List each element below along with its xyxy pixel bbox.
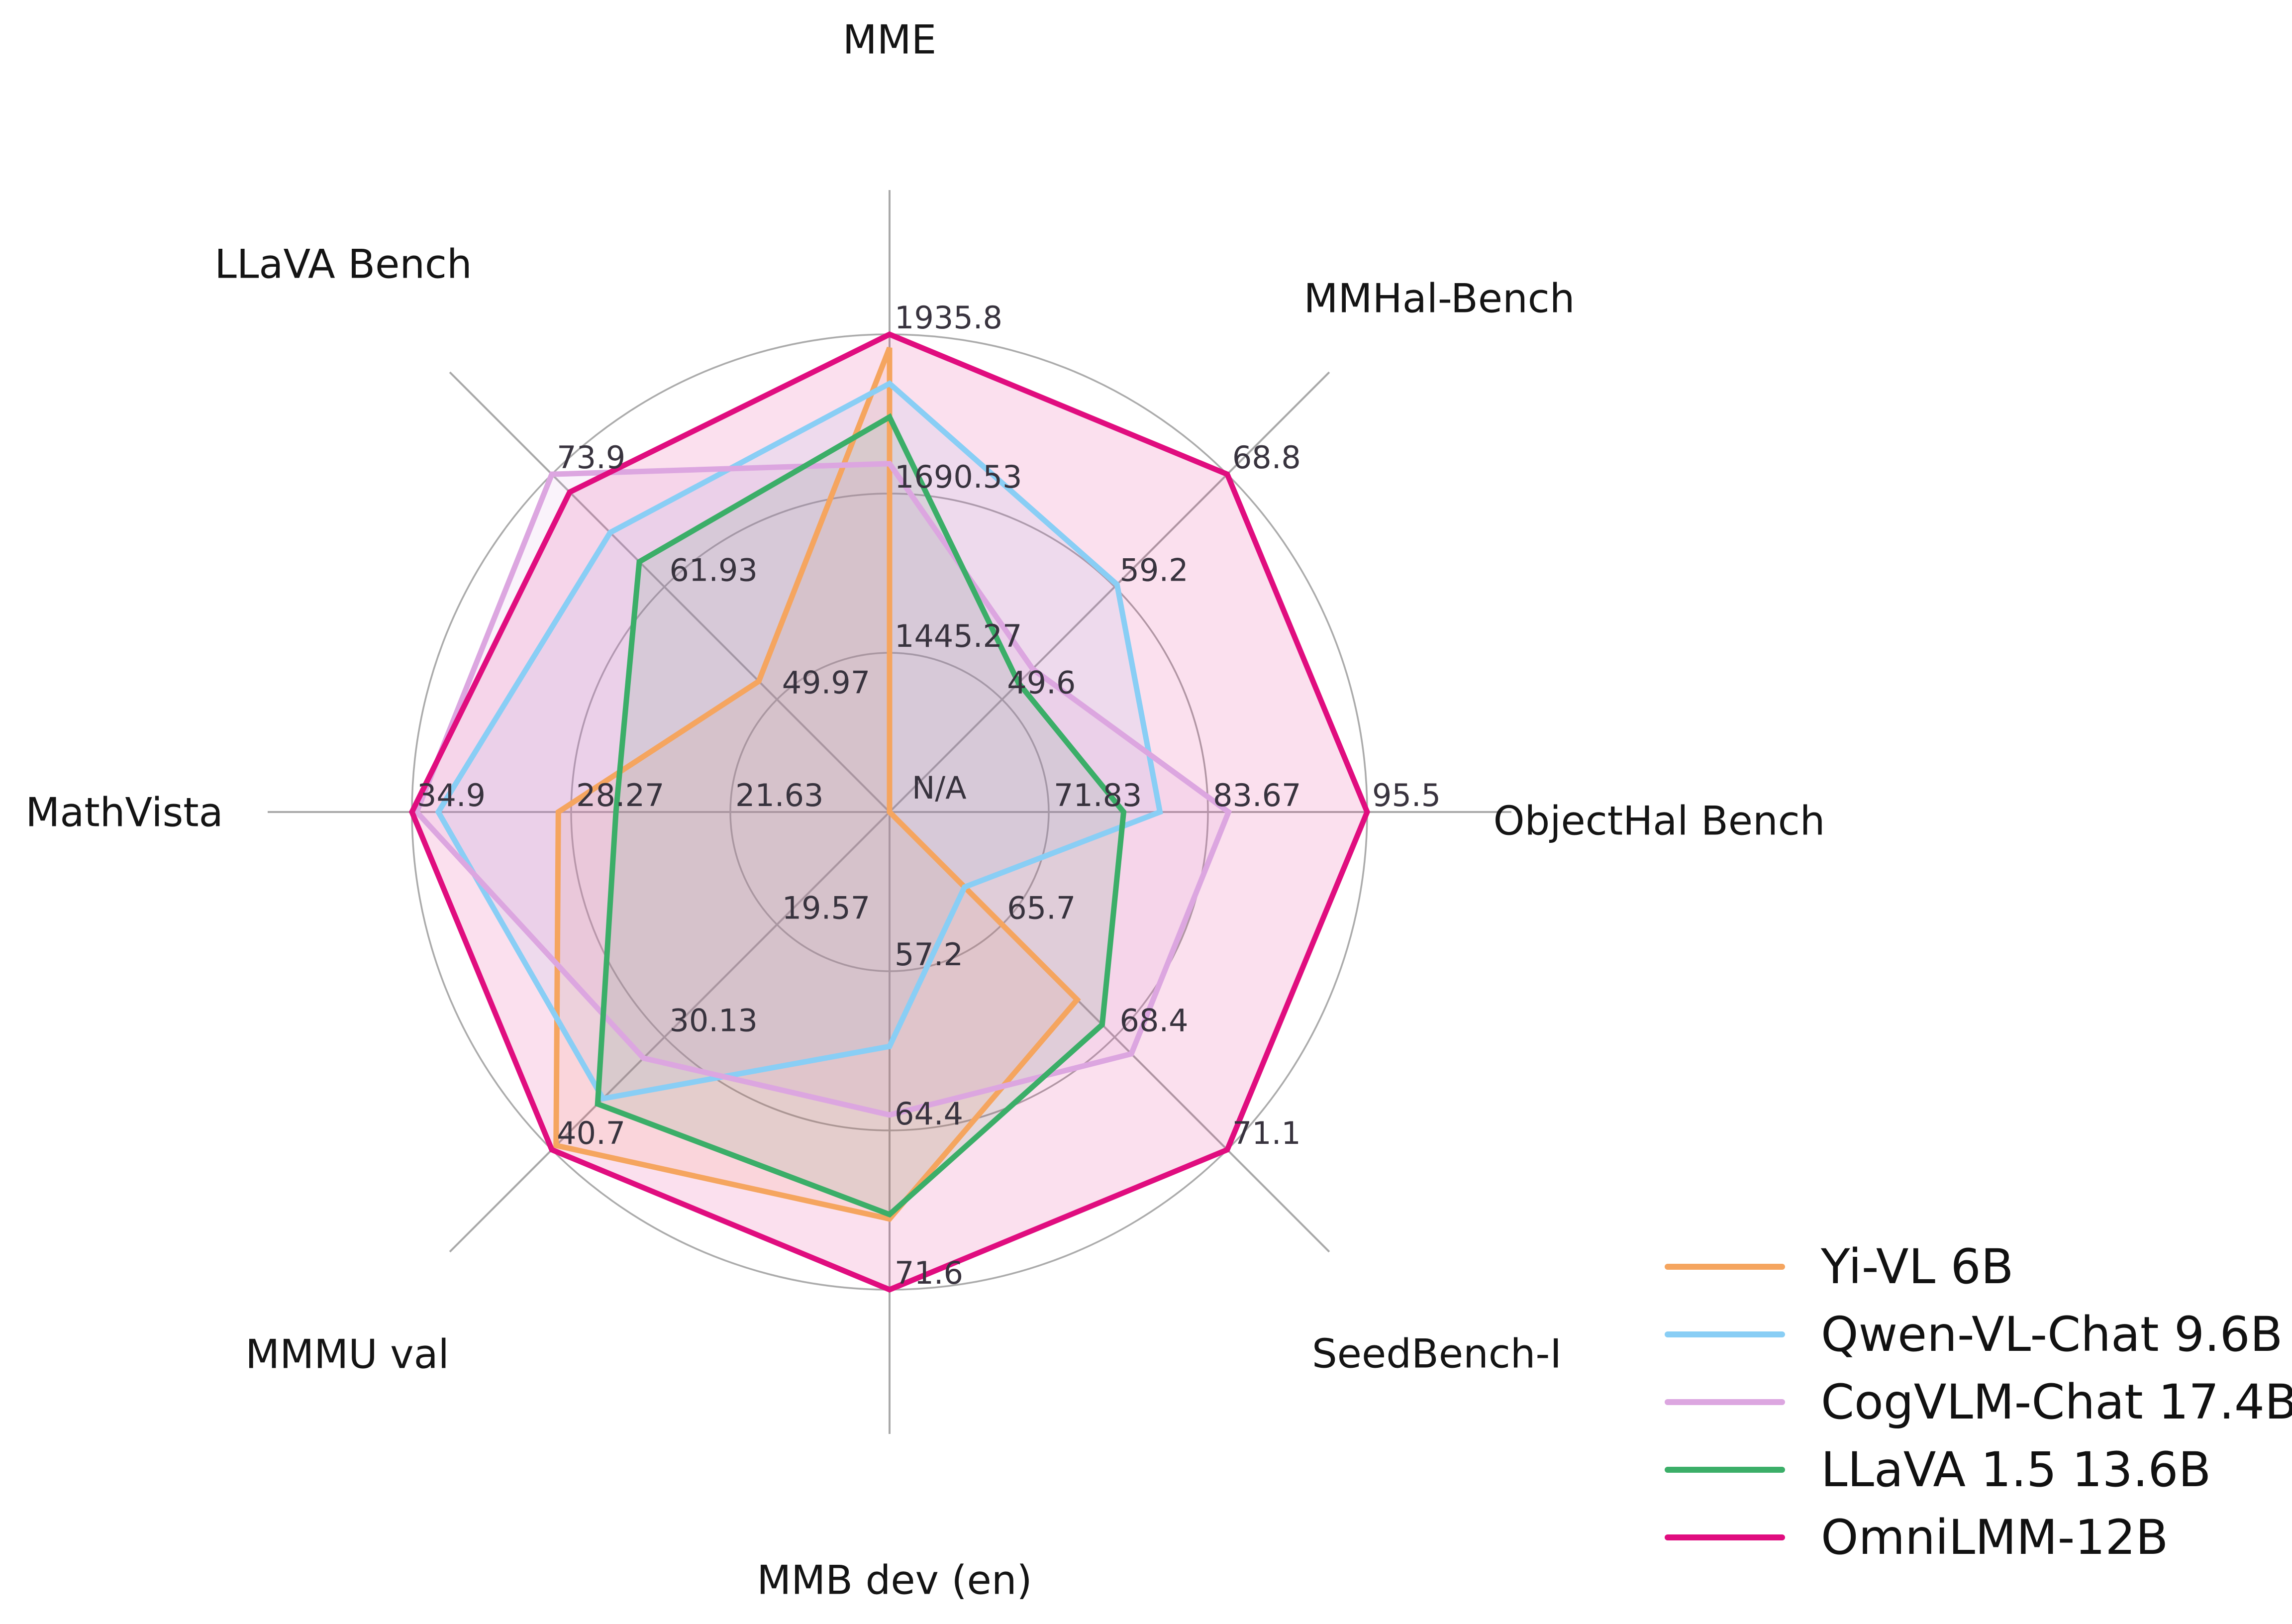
tick-label-mmhal-bench-3: 68.8 (1232, 439, 1301, 476)
radar-axis-line-llava-bench (449, 371, 891, 813)
tick-label-mmb-dev-en-3: 71.6 (895, 1255, 963, 1291)
legend-item: CogVLM-Chat 17.4B (1665, 1368, 2292, 1436)
chart-legend: Yi-VL 6B Qwen-VL-Chat 9.6B CogVLM-Chat 1… (1665, 1233, 2292, 1571)
series-fill-qwen-vl-chat-9-6b (438, 383, 1160, 1099)
tick-label-mme-1: 1445.27 (895, 618, 1022, 654)
tick-label-seedbench-i-3: 71.1 (1232, 1115, 1301, 1151)
radar-axis-line-mmhal-bench (889, 371, 1330, 813)
legend-item: OmniLMM-12B (1665, 1504, 2292, 1571)
axis-label-seedbench-i: SeedBench-I (1312, 1331, 1562, 1377)
tick-label-mmmu-val-3: 40.7 (557, 1115, 625, 1151)
tick-label-mmmu-val-2: 30.13 (669, 1003, 758, 1039)
legend-series-label: Yi-VL 6B (1821, 1239, 2014, 1295)
axis-label-mathvista: MathVista (25, 790, 223, 836)
legend-item: LLaVA 1.5 13.6B (1665, 1436, 2292, 1504)
series-polygon-omnilmm-12b (408, 331, 1370, 1293)
series-fill-llava-1-5-13-6b (598, 417, 1124, 1215)
tick-label-mathvista-1: 21.63 (735, 777, 824, 813)
legend-series-label: Qwen-VL-Chat 9.6B (1821, 1307, 2283, 1362)
tick-label-mme-2: 1690.53 (895, 459, 1022, 495)
tick-label-mmb-dev-en-1: 57.2 (895, 936, 963, 973)
tick-label-llava-bench-1: 49.97 (782, 665, 871, 701)
legend-series-label: OmniLMM-12B (1821, 1510, 2169, 1565)
legend-swatch-line (1665, 1399, 1785, 1405)
axis-label-mme: MME (843, 17, 937, 63)
series-polygon-cogvlm-chat-17-4b (413, 461, 1232, 1118)
tick-label-mmb-dev-en-2: 64.4 (895, 1096, 963, 1132)
legend-series-label: LLaVA 1.5 13.6B (1821, 1442, 2211, 1498)
series-polygon-qwen-vl-chat-9-6b (435, 380, 1163, 1102)
legend-item: Qwen-VL-Chat 9.6B (1665, 1301, 2292, 1368)
axis-label-mmhal-bench: MMHal-Bench (1304, 276, 1575, 322)
tick-label-llava-bench-3: 73.9 (557, 439, 625, 476)
tick-label-mmmu-val-1: 19.57 (782, 890, 871, 926)
tick-label-mathvista-3: 34.9 (417, 777, 486, 813)
tick-label-mmhal-bench-1: 49.6 (1007, 665, 1076, 701)
legend-swatch-line (1665, 1467, 1785, 1473)
series-fill-yi-vl-6b (556, 348, 1078, 1219)
axis-label-objecthal-bench: ObjectHal Bench (1494, 798, 1825, 844)
tick-label-mme-3: 1935.8 (895, 300, 1002, 336)
tick-label-seedbench-i-1: 65.7 (1007, 890, 1076, 926)
tick-label-objecthal-bench-1: 71.83 (1054, 777, 1142, 813)
legend-series-label: CogVLM-Chat 17.4B (1821, 1374, 2292, 1430)
axis-label-mmmu-val: MMMU val (245, 1331, 449, 1378)
tick-label-llava-bench-2: 61.93 (669, 552, 758, 588)
axis-label-mmb-dev-en: MMB dev (en) (757, 1557, 1032, 1604)
axis-label-llava-bench: LLaVA Bench (214, 241, 472, 288)
legend-item: Yi-VL 6B (1665, 1233, 2292, 1301)
series-polygon-llava-1-5-13-6b (595, 413, 1127, 1218)
legend-swatch-line (1665, 1331, 1785, 1337)
tick-label-objecthal-bench-2: 83.67 (1213, 777, 1301, 813)
tick-label-seedbench-i-2: 68.4 (1120, 1003, 1189, 1039)
radar-axis-line-mmmu-val (449, 811, 891, 1253)
tick-label-objecthal-bench-3: 95.5 (1372, 777, 1441, 813)
tick-label-mmhal-bench-2: 59.2 (1120, 552, 1189, 588)
center-na-label: N/A (912, 770, 967, 806)
series-polygon-yi-vl-6b (553, 346, 1081, 1222)
legend-swatch-line (1665, 1534, 1785, 1540)
legend-swatch-line (1665, 1264, 1785, 1270)
series-fill-cogvlm-chat-17-4b (416, 463, 1229, 1115)
tick-label-mathvista-2: 28.27 (576, 777, 665, 813)
